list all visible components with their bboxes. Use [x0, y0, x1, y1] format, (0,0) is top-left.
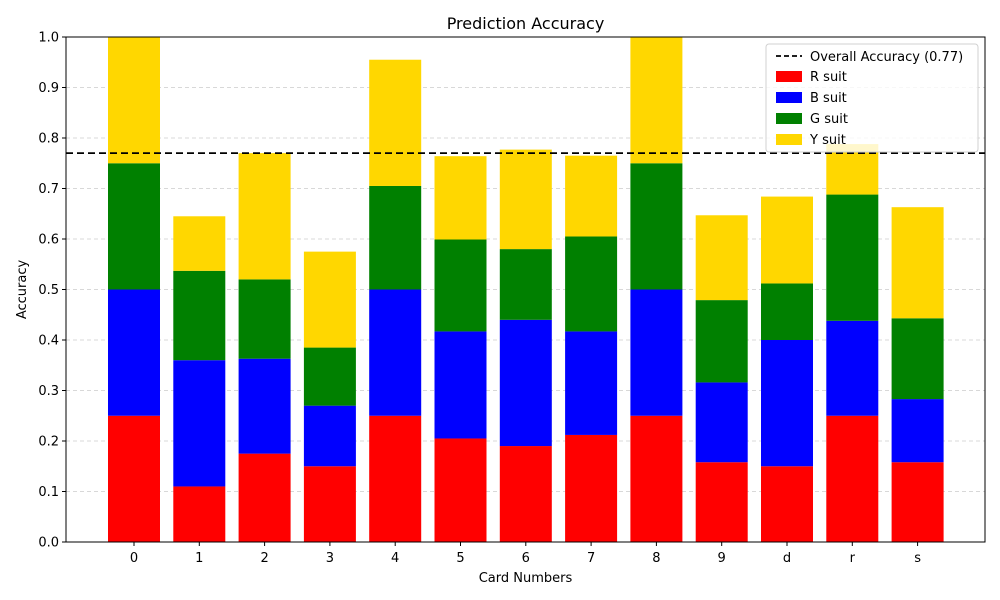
bar-segment-y-suit-6: [499, 149, 552, 250]
bar-segment-y-suit-1: [173, 216, 226, 271]
bar-segment-r-suit-5: [434, 438, 487, 542]
bar-segment-g-suit-3: [303, 347, 356, 406]
bar-segment-y-suit-3: [303, 251, 356, 348]
bar-segment-b-suit-8: [630, 289, 683, 416]
bar-segment-b-suit-r: [826, 320, 879, 416]
legend-label-b-suit: B suit: [810, 91, 847, 106]
bar-segment-b-suit-7: [565, 331, 618, 435]
x-tick-label: 6: [522, 551, 530, 566]
x-axis: 0 1 2 3 4 5 6 7 8 9 d r s: [130, 542, 921, 566]
bar-segment-b-suit-1: [173, 360, 226, 487]
bar-segment-b-suit-6: [499, 319, 552, 447]
bar-segment-b-suit-9: [695, 382, 748, 463]
bar-segment-b-suit-2: [238, 358, 291, 454]
bar-segment-r-suit-1: [173, 486, 226, 542]
bar-segment-r-suit-3: [303, 466, 356, 542]
bar-segment-y-suit-4: [369, 59, 422, 186]
x-axis-title: Card Numbers: [479, 571, 573, 586]
x-tick-label: 3: [326, 551, 334, 566]
bar-segment-y-suit-s: [891, 207, 944, 319]
bar-segment-r-suit-s: [891, 462, 944, 542]
legend-swatch-r-suit: [776, 71, 802, 82]
x-tick-label: 1: [195, 551, 203, 566]
y-tick-label: 0.6: [38, 233, 59, 248]
x-tick-label: r: [850, 551, 856, 566]
bar-segment-r-suit-0: [108, 415, 160, 542]
bar-segment-r-suit-9: [695, 462, 748, 542]
x-tick-label: d: [783, 551, 791, 566]
y-axis-title: Accuracy: [15, 260, 30, 320]
x-tick-label: 7: [587, 551, 595, 566]
x-tick-label: 9: [718, 551, 726, 566]
bar-segment-r-suit-r: [826, 415, 879, 542]
bar-segment-b-suit-5: [434, 331, 487, 439]
bar-segment-g-suit-4: [369, 185, 422, 290]
bar-segment-g-suit-9: [695, 300, 748, 383]
y-tick-label: 0.1: [38, 485, 59, 500]
bar-segment-g-suit-8: [630, 163, 683, 290]
y-tick-label: 0.5: [38, 283, 59, 298]
legend-swatch-b-suit: [776, 92, 802, 103]
legend-swatch-y-suit: [776, 134, 802, 145]
y-tick-label: 1.0: [38, 31, 59, 46]
bar-segment-b-suit-4: [369, 289, 422, 416]
y-axis: 0.0 0.1 0.2 0.3 0.4 0.5 0.6 0.7 0.8 0.9 1.0: [38, 31, 66, 551]
legend-label-r-suit: R suit: [810, 70, 847, 85]
x-tick-label: 5: [456, 551, 464, 566]
bar-segment-r-suit-4: [369, 415, 422, 542]
legend-box: [765, 43, 979, 153]
bar-segment-b-suit-3: [303, 405, 356, 467]
bar-segment-g-suit-6: [499, 249, 552, 320]
bar-segment-b-suit-d: [761, 340, 813, 467]
y-tick-label: 0.9: [38, 81, 59, 96]
bar-segment-g-suit-7: [565, 236, 618, 332]
bar-groups: [108, 37, 944, 542]
bar-segment-g-suit-5: [434, 239, 487, 332]
y-tick-label: 0.8: [38, 132, 59, 147]
bar-segment-g-suit-d: [761, 283, 813, 340]
x-tick-label: s: [914, 551, 921, 566]
x-tick-label: 8: [652, 551, 660, 566]
y-tick-label: 0.3: [38, 384, 59, 399]
bar-segment-r-suit-8: [630, 415, 683, 542]
bar-segment-y-suit-8: [630, 37, 683, 164]
bar-segment-y-suit-0: [108, 37, 160, 164]
bar-segment-r-suit-6: [499, 446, 552, 542]
bar-segment-g-suit-2: [238, 279, 291, 359]
bar-segment-r-suit-d: [761, 466, 813, 542]
legend-label-y-suit: Y suit: [809, 133, 846, 148]
bar-segment-g-suit-r: [826, 194, 879, 321]
bar-segment-y-suit-2: [238, 153, 291, 280]
y-tick-label: 0.2: [38, 435, 59, 450]
bar-segment-b-suit-0: [108, 289, 160, 416]
bar-segment-b-suit-s: [891, 399, 944, 463]
y-tick-label: 0.0: [38, 536, 59, 551]
y-tick-label: 0.7: [38, 182, 59, 197]
x-tick-label: 0: [130, 551, 138, 566]
bar-segment-y-suit-9: [695, 215, 748, 301]
bar-segment-y-suit-5: [434, 156, 487, 240]
legend: Overall Accuracy (0.77) R suit B suit G sui…: [765, 43, 979, 153]
x-tick-label: 2: [260, 551, 268, 566]
bar-segment-y-suit-7: [565, 155, 618, 237]
chart-title: Prediction Accuracy: [447, 14, 605, 33]
legend-swatch-g-suit: [776, 113, 802, 124]
x-tick-label: 4: [391, 551, 399, 566]
bar-segment-r-suit-7: [565, 434, 618, 542]
bar-segment-g-suit-1: [173, 270, 226, 361]
y-tick-label: 0.4: [38, 334, 59, 349]
legend-label-overall-accuracy: Overall Accuracy (0.77): [810, 50, 963, 65]
bar-segment-g-suit-s: [891, 318, 944, 400]
bar-segment-g-suit-0: [108, 163, 160, 290]
legend-label-g-suit: G suit: [810, 112, 848, 127]
bar-segment-r-suit-2: [238, 453, 291, 542]
bar-segment-y-suit-d: [761, 196, 813, 284]
